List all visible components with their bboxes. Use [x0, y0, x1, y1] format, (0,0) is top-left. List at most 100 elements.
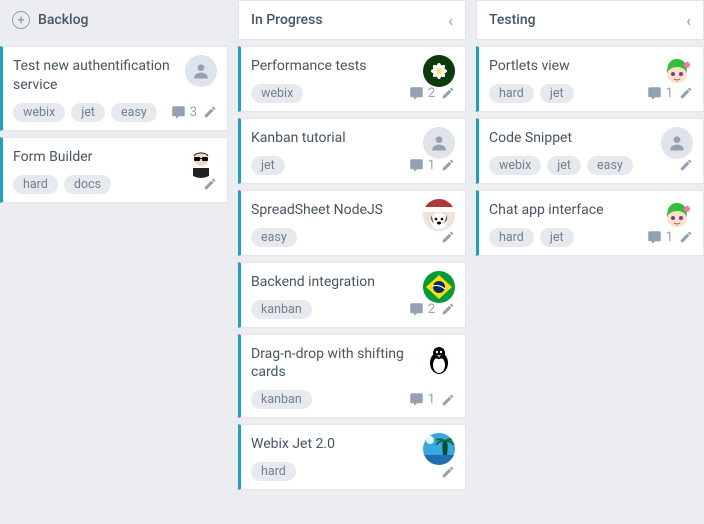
edit-icon[interactable]: [203, 177, 217, 191]
tag[interactable]: jet: [71, 103, 105, 122]
comments-count[interactable]: 1: [647, 230, 673, 245]
tag[interactable]: easy: [111, 103, 157, 122]
comments-count[interactable]: 3: [171, 105, 197, 120]
kanban-board: + Backlog Test new authentification servic…: [0, 0, 704, 524]
card-avatar[interactable]: [423, 127, 455, 159]
card-avatar[interactable]: [661, 127, 693, 159]
card-meta: hard: [251, 462, 455, 481]
kanban-card[interactable]: Kanban tutorialjet1: [238, 118, 466, 184]
comments-count[interactable]: 2: [409, 302, 435, 317]
comments-count[interactable]: 2: [409, 86, 435, 101]
comments-number: 2: [428, 86, 435, 101]
edit-icon[interactable]: [441, 86, 455, 100]
tag[interactable]: webix: [489, 156, 541, 175]
kanban-card[interactable]: Portlets viewhardjet1: [476, 46, 704, 112]
card-avatar[interactable]: [661, 55, 693, 87]
column-header[interactable]: + Backlog: [0, 0, 228, 40]
tag[interactable]: webix: [251, 84, 303, 103]
card-avatar[interactable]: [423, 55, 455, 87]
tag[interactable]: jet: [547, 156, 581, 175]
card-meta: hard docs: [13, 175, 217, 194]
card-avatar[interactable]: [185, 55, 217, 87]
kanban-card[interactable]: Performance testswebix2: [238, 46, 466, 112]
edit-icon[interactable]: [441, 393, 455, 407]
card-tags: jet: [251, 156, 285, 175]
tag[interactable]: hard: [489, 84, 534, 103]
comments-number: 1: [666, 86, 673, 101]
tag[interactable]: hard: [251, 462, 296, 481]
kanban-card[interactable]: Chat app interfacehardjet1: [476, 190, 704, 256]
kanban-card[interactable]: Backend integrationkanban2: [238, 262, 466, 328]
cards-list: Portlets viewhardjet1Code Snippetwebixje…: [476, 40, 704, 256]
card-avatar[interactable]: [661, 199, 693, 231]
kanban-card[interactable]: Drag-n-drop with shifting cardskanban1: [238, 334, 466, 419]
tag[interactable]: hard: [13, 175, 58, 194]
edit-icon[interactable]: [679, 230, 693, 244]
column-header[interactable]: Testing ‹: [476, 0, 704, 40]
card-meta: kanban 1: [251, 390, 455, 409]
card-meta: easy: [251, 228, 455, 247]
card-meta: jet 1: [251, 156, 455, 175]
cards-list: Performance testswebix2Kanban tutorialje…: [238, 40, 466, 490]
edit-icon[interactable]: [679, 86, 693, 100]
card-tags: webix jeteasy: [13, 103, 157, 122]
card-avatar[interactable]: [423, 343, 455, 375]
comments-count[interactable]: 1: [409, 158, 435, 173]
collapse-icon[interactable]: ‹: [686, 11, 691, 30]
column-title: Backlog: [38, 12, 88, 28]
card-avatar[interactable]: [423, 433, 455, 465]
edit-icon[interactable]: [441, 302, 455, 316]
card-meta: webix jeteasy 3: [13, 103, 217, 122]
kanban-column: + Backlog Test new authentification servic…: [0, 0, 228, 524]
kanban-column: Testing‹Portlets viewhardjet1Code Snippe…: [476, 0, 704, 524]
column-title: In Progress: [251, 12, 323, 28]
card-tags: easy: [251, 228, 297, 247]
edit-icon[interactable]: [441, 465, 455, 479]
card-meta: webix jeteasy: [489, 156, 693, 175]
column-title: Testing: [489, 12, 536, 28]
kanban-card[interactable]: Test new authentification servicewebixje…: [0, 46, 228, 131]
card-tags: hard docs: [13, 175, 111, 194]
card-tags: hardjet: [489, 228, 574, 247]
tag[interactable]: jet: [251, 156, 285, 175]
kanban-card[interactable]: Webix Jet 2.0hard: [238, 424, 466, 490]
card-tags: webix: [251, 84, 303, 103]
comments-number: 2: [428, 302, 435, 317]
tag[interactable]: kanban: [251, 390, 312, 409]
card-meta: kanban 2: [251, 300, 455, 319]
card-tags: kanban: [251, 390, 312, 409]
comments-count[interactable]: 1: [409, 392, 435, 407]
tag[interactable]: webix: [13, 103, 65, 122]
kanban-card[interactable]: Form Builderharddocs: [0, 137, 228, 203]
card-avatar[interactable]: [423, 199, 455, 231]
tag[interactable]: kanban: [251, 300, 312, 319]
card-tags: kanban: [251, 300, 312, 319]
tag[interactable]: docs: [64, 175, 111, 194]
tag[interactable]: jet: [540, 84, 574, 103]
card-avatar[interactable]: [423, 271, 455, 303]
card-meta: webix 2: [251, 84, 455, 103]
card-tags: webix jeteasy: [489, 156, 633, 175]
tag[interactable]: easy: [587, 156, 633, 175]
collapse-icon[interactable]: ‹: [448, 11, 453, 30]
kanban-column: In Progress‹Performance testswebix2Kanba…: [238, 0, 466, 524]
kanban-card[interactable]: SpreadSheet NodeJSeasy: [238, 190, 466, 256]
edit-icon[interactable]: [203, 105, 217, 119]
comments-number: 1: [428, 392, 435, 407]
edit-icon[interactable]: [441, 230, 455, 244]
column-header[interactable]: In Progress ‹: [238, 0, 466, 40]
card-meta: hardjet 1: [489, 228, 693, 247]
card-tags: hardjet: [489, 84, 574, 103]
edit-icon[interactable]: [441, 158, 455, 172]
tag[interactable]: hard: [489, 228, 534, 247]
card-meta: hardjet 1: [489, 84, 693, 103]
tag[interactable]: easy: [251, 228, 297, 247]
kanban-card[interactable]: Code Snippetwebixjeteasy: [476, 118, 704, 184]
comments-number: 1: [428, 158, 435, 173]
add-card-icon[interactable]: +: [12, 11, 30, 29]
comments-count[interactable]: 1: [647, 86, 673, 101]
tag[interactable]: jet: [540, 228, 574, 247]
card-avatar[interactable]: [185, 146, 217, 178]
edit-icon[interactable]: [679, 158, 693, 172]
cards-list: Test new authentification servicewebixje…: [0, 40, 228, 203]
